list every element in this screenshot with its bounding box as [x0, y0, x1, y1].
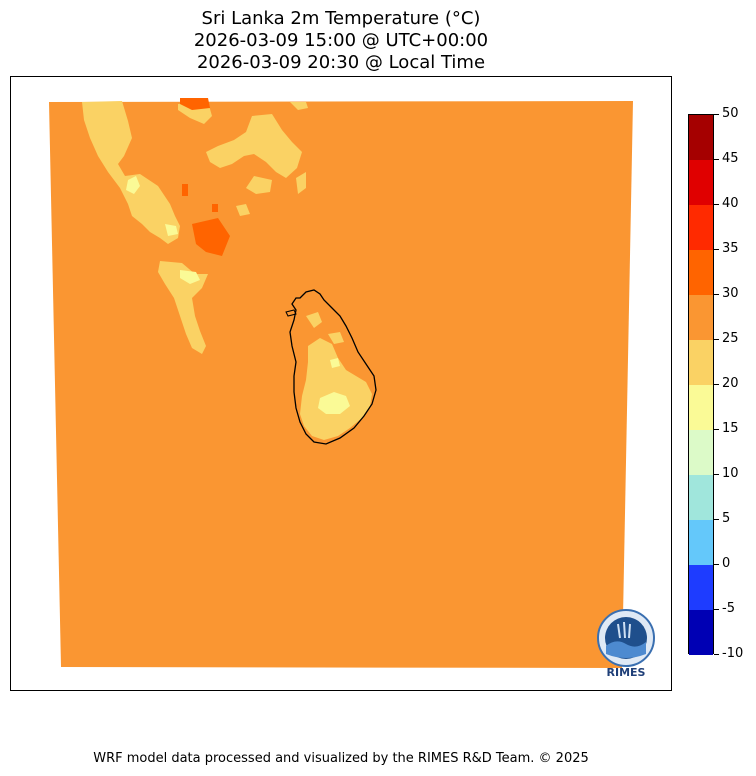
- sri-lanka-coastline: [289, 289, 377, 445]
- colorbar-tick: [714, 519, 719, 520]
- colorbar-label: 15: [722, 421, 739, 436]
- colorbar-tick: [714, 654, 719, 655]
- rimes-logo: RIMES: [597, 609, 655, 678]
- colorbar-segment: [689, 250, 713, 295]
- rimes-logo-text: RIMES: [607, 666, 646, 678]
- colorbar-label: 0: [722, 556, 731, 571]
- colorbar-label: -5: [722, 601, 735, 616]
- band-20-25-india: [82, 101, 308, 354]
- colorbar-label: 40: [722, 196, 739, 211]
- colorbar-tick: [714, 159, 719, 160]
- colorbar-tick: [714, 294, 719, 295]
- colorbar-tick: [714, 564, 719, 565]
- colorbar-segment: [689, 520, 713, 565]
- colorbar-tick: [714, 609, 719, 610]
- band-30-35: [180, 98, 230, 256]
- colorbar-segment: [689, 385, 713, 430]
- colorbar-label: 20: [722, 376, 739, 391]
- colorbar-segment: [689, 430, 713, 475]
- colorbar-tick: [714, 339, 719, 340]
- mannar-island-coastline: [285, 309, 297, 317]
- colorbar-tick: [714, 474, 719, 475]
- footer-credit: WRF model data processed and visualized …: [93, 751, 589, 766]
- colorbar-segment: [689, 205, 713, 250]
- band-15-20-india: [126, 176, 200, 284]
- colorbar-segment: [689, 610, 713, 655]
- band-15-20-sri-lanka: [318, 358, 350, 414]
- colorbar: [688, 114, 714, 655]
- colorbar-segment: [689, 340, 713, 385]
- chart-title: Sri Lanka 2m Temperature (°C) 2026-03-09…: [0, 8, 682, 74]
- colorbar-segment: [689, 295, 713, 340]
- colorbar-tick: [714, 204, 719, 205]
- colorbar-label: 5: [722, 511, 731, 526]
- colorbar-segment: [689, 565, 713, 610]
- colorbar-tick: [714, 249, 719, 250]
- colorbar-label: 50: [722, 106, 739, 121]
- colorbar-label: 35: [722, 241, 739, 256]
- title-line-1: Sri Lanka 2m Temperature (°C): [201, 8, 481, 29]
- colorbar-tick: [714, 429, 719, 430]
- colorbar-segment: [689, 160, 713, 205]
- temperature-map: [49, 98, 633, 668]
- band-20-25-sri-lanka: [300, 312, 372, 440]
- colorbar-label: 25: [722, 331, 739, 346]
- title-line-2: 2026-03-09 15:00 @ UTC+00:00: [193, 30, 489, 51]
- colorbar-tick: [714, 114, 719, 115]
- colorbar-tick: [714, 384, 719, 385]
- colorbar-label: -10: [722, 646, 744, 661]
- colorbar-label: 30: [722, 286, 739, 301]
- colorbar-label: 10: [722, 466, 739, 481]
- colorbar-label: 45: [722, 151, 739, 166]
- title-line-3: 2026-03-09 20:30 @ Local Time: [196, 52, 486, 73]
- colorbar-segment: [689, 115, 713, 160]
- colorbar-segment: [689, 475, 713, 520]
